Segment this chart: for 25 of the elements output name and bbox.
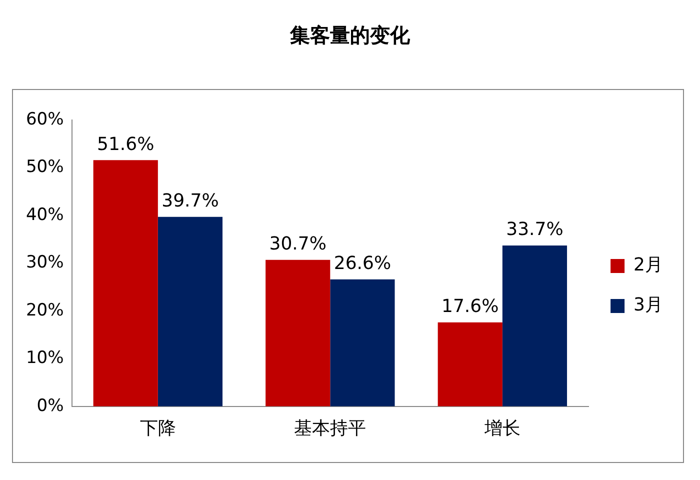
x-tick-label: 基本持平	[294, 418, 366, 439]
data-label: 51.6%	[97, 134, 154, 155]
data-label: 39.7%	[162, 190, 219, 212]
y-tick-label: 20%	[26, 300, 64, 320]
y-tick-label: 60%	[26, 109, 64, 130]
data-label: 33.7%	[506, 219, 564, 240]
legend-label: 2月	[634, 254, 663, 276]
data-label: 30.7%	[269, 234, 326, 255]
y-tick-label: 0%	[36, 396, 64, 416]
bar	[158, 216, 223, 406]
x-tick-label: 下降	[140, 418, 176, 439]
data-label: 26.6%	[334, 253, 392, 274]
data-label: 17.6%	[442, 296, 499, 318]
y-tick-label: 40%	[26, 204, 64, 225]
chart-title: 集客量的变化	[288, 22, 411, 49]
bar	[266, 260, 330, 406]
y-tick-label: 30%	[26, 252, 64, 273]
bar	[438, 322, 502, 406]
bar	[502, 246, 568, 406]
x-tick-label: 增长	[483, 418, 520, 439]
legend-label: 3月	[634, 294, 663, 316]
bar	[330, 279, 395, 406]
y-tick-label: 50%	[26, 157, 64, 178]
bar	[93, 160, 158, 406]
y-tick-label: 10%	[26, 348, 64, 368]
